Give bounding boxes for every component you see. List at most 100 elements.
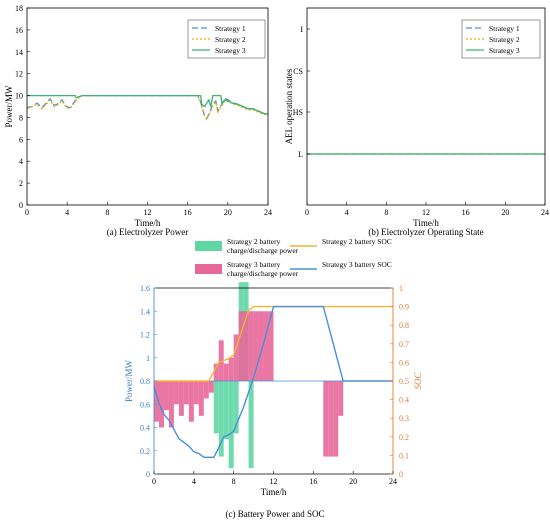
y-tick-label: 0 — [19, 201, 23, 210]
panel-c-battery-power-soc: 0 4 8 12 16 20 2400.20.40.60.811.21.41.600.10.… — [124, 237, 423, 519]
y-tick-label: 16 — [15, 26, 23, 35]
x-tick-label: 0 — [25, 208, 29, 217]
x-axis-label: Time/h — [413, 218, 439, 228]
x-tick-label: 0 — [305, 208, 309, 217]
legend-box — [187, 19, 266, 59]
bar-s3-4 — [173, 381, 179, 405]
y-right-tick-label: 1 — [399, 284, 403, 293]
bar-s3-14 — [223, 363, 229, 381]
bar-s3-18 — [243, 311, 249, 381]
y-right-tick-label: 0.7 — [399, 340, 409, 349]
y-tick-label: 1.6 — [140, 284, 150, 293]
y-tick-label: 6 — [19, 135, 23, 144]
soc-line-s3 — [153, 305, 393, 458]
panel-a-electrolyzer-power: 0 4 8 12 16 20 24024681012141618Time/hPower/MW… — [4, 4, 272, 237]
bar-s3-11 — [208, 381, 214, 393]
bar-s2-3 — [228, 381, 234, 469]
legend-patch — [195, 241, 222, 251]
bar-s3-22 — [263, 311, 269, 381]
y-tick-label: HS — [293, 108, 303, 117]
bar-s3-19 — [248, 311, 254, 381]
x-tick-label: 20 — [501, 208, 509, 217]
bar-s3-20 — [253, 311, 259, 381]
legend-label: Strategy 2 — [489, 35, 520, 44]
bar-s3-1 — [158, 381, 164, 428]
series-line-1 — [26, 94, 269, 120]
legend-label: Strategy 2 — [215, 35, 246, 44]
x-tick-label: 16 — [462, 208, 470, 217]
legend-label: Strategy 3 — [215, 46, 246, 55]
x-tick-label: 8 — [105, 208, 109, 217]
series-line-2 — [26, 94, 269, 122]
y-right-tick-label: 0 — [399, 470, 403, 479]
bar-s3-23 — [268, 311, 274, 381]
x-tick-label: 24 — [264, 208, 272, 217]
y-tick-label: 2 — [19, 179, 23, 188]
y-axis-label: Power/MW — [4, 85, 14, 127]
bar-s3-12 — [213, 363, 219, 381]
bar-s3-6 — [183, 381, 189, 405]
y-axis-label: Power/MW — [124, 360, 134, 402]
y-right-tick-label: 0.1 — [399, 451, 409, 460]
y-tick-label: 10 — [15, 92, 23, 101]
bar-s3-25 — [328, 381, 334, 457]
legend-label: charge/discharge power — [227, 246, 299, 255]
y-tick-label: CS — [293, 67, 303, 76]
legend-label: Strategy 2 battery — [227, 237, 281, 246]
y-tick-label: 18 — [15, 4, 23, 13]
y-tick-label: 4 — [19, 157, 23, 166]
legend-label: charge/discharge power — [227, 269, 299, 278]
x-tick-label: 24 — [541, 208, 549, 217]
y-tick-label: 14 — [15, 48, 23, 57]
x-tick-label: 20 — [349, 477, 357, 486]
y-tick-label: 0.2 — [140, 447, 150, 456]
y-tick-label: L — [298, 150, 303, 159]
y-tick-label: 0.8 — [140, 377, 150, 386]
x-tick-label: 16 — [184, 208, 192, 217]
y-axis-label: AEL operation states — [284, 68, 294, 144]
y-right-tick-label: 0.5 — [399, 377, 409, 386]
bar-s2-7 — [248, 381, 254, 469]
bar-s3-15 — [228, 357, 234, 381]
bar-s3-7 — [188, 381, 194, 422]
legend-patch — [195, 264, 222, 274]
y-tick-label: 1.2 — [140, 331, 150, 340]
x-axis-label: Time/h — [135, 218, 161, 228]
bar-s3-17 — [238, 311, 244, 381]
bar-s3-10 — [203, 381, 209, 399]
y-tick-label: 1 — [146, 354, 150, 363]
y-tick-label: I — [300, 25, 303, 34]
bar-s3-27 — [338, 381, 344, 416]
y-right-tick-label: 0.9 — [399, 303, 409, 312]
bar-s3-21 — [258, 311, 264, 381]
y-tick-label: 0.6 — [140, 400, 150, 409]
y-right-axis-label: SOC — [413, 372, 423, 390]
x-tick-label: 24 — [389, 477, 397, 486]
x-tick-label: 0 — [152, 477, 156, 486]
bar-s3-2 — [163, 381, 169, 411]
y-right-tick-label: 0.8 — [399, 321, 409, 330]
bar-s2-2 — [223, 381, 229, 440]
panel-b-operating-state: 0 4 8 12 16 20 24 L HS CS I Time/h AEL operation sta… — [284, 7, 549, 237]
legend-label: Strategy 3 battery SOC — [322, 260, 392, 269]
x-tick-label: 12 — [422, 208, 430, 217]
legend-label: Strategy 2 battery SOC — [322, 237, 392, 246]
y-right-tick-label: 0.6 — [399, 358, 409, 367]
bar-s3-8 — [193, 381, 199, 405]
x-tick-label: 20 — [224, 208, 232, 217]
x-tick-label: 16 — [309, 477, 317, 486]
bar-s2-0 — [213, 381, 219, 434]
x-tick-label: 4 — [192, 477, 196, 486]
x-tick-label: 12 — [270, 477, 278, 486]
bar-s3-13 — [218, 340, 224, 381]
bar-s2-1 — [218, 381, 224, 457]
y-tick-label: 0.4 — [140, 424, 150, 433]
y-tick-label: 12 — [15, 70, 23, 79]
legend-label: Strategy 3 battery — [227, 260, 281, 269]
legend-label: Strategy 1 — [215, 24, 246, 33]
panel-caption: (a) Electrolyzer Power — [107, 227, 188, 237]
panel-caption: (b) Electrolyzer Operating State — [368, 227, 483, 237]
y-right-tick-label: 0.4 — [399, 396, 409, 405]
y-right-tick-label: 0.2 — [399, 433, 409, 442]
